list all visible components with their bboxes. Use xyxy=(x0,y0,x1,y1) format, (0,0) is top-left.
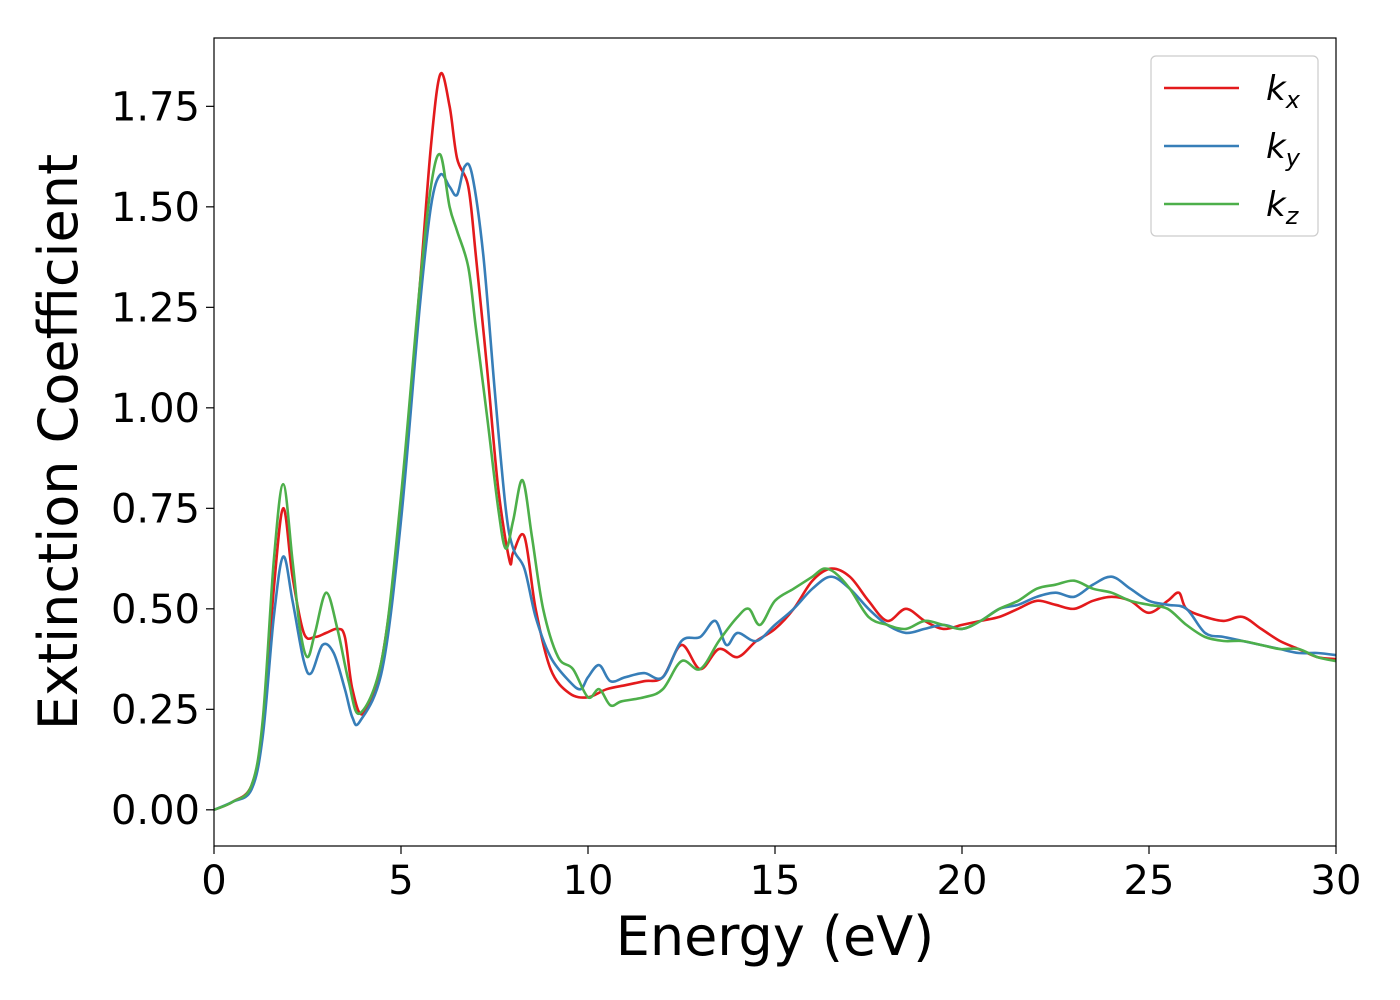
series-line-k-z xyxy=(214,152,1336,812)
legend-item-k-x: kx xyxy=(1164,69,1301,114)
legend-item-k-z: kz xyxy=(1164,185,1300,230)
y-axis-ticks: 0.00 0.25 0.50 0.75 1.00 1.25 1.50 1.75 xyxy=(111,84,214,834)
x-tick-label: 10 xyxy=(563,858,614,904)
x-tick-label: 15 xyxy=(750,858,801,904)
legend-label: kx xyxy=(1266,69,1301,114)
legend-label: kz xyxy=(1266,185,1300,230)
series-line-k-y xyxy=(214,162,1336,812)
y-tick-label: 1.00 xyxy=(111,386,200,432)
x-tick-label: 20 xyxy=(937,858,988,904)
x-axis-ticks: 0 5 10 15 20 25 30 xyxy=(201,846,1361,904)
legend-label: ky xyxy=(1266,127,1301,172)
series-layer xyxy=(214,71,1336,812)
y-axis-title: Extinction Coefficient xyxy=(27,154,90,730)
y-tick-label: 0.25 xyxy=(111,687,200,733)
y-tick-label: 1.75 xyxy=(111,84,200,130)
y-tick-label: 1.25 xyxy=(111,285,200,331)
x-tick-label: 0 xyxy=(201,858,226,904)
legend-items: kx ky kz xyxy=(1164,69,1301,230)
x-tick-label: 25 xyxy=(1124,858,1175,904)
legend: kx ky kz xyxy=(1150,55,1319,237)
y-tick-label: 0.75 xyxy=(111,486,200,532)
x-tick-label: 30 xyxy=(1311,858,1362,904)
x-axis-title: Energy (eV) xyxy=(616,905,935,968)
legend-item-k-y: ky xyxy=(1164,127,1301,172)
x-tick-label: 5 xyxy=(388,858,413,904)
y-tick-label: 1.50 xyxy=(111,185,200,231)
y-tick-label: 0.50 xyxy=(111,587,200,633)
series-line-k-x xyxy=(214,71,1336,812)
y-tick-label: 0.00 xyxy=(111,788,200,834)
